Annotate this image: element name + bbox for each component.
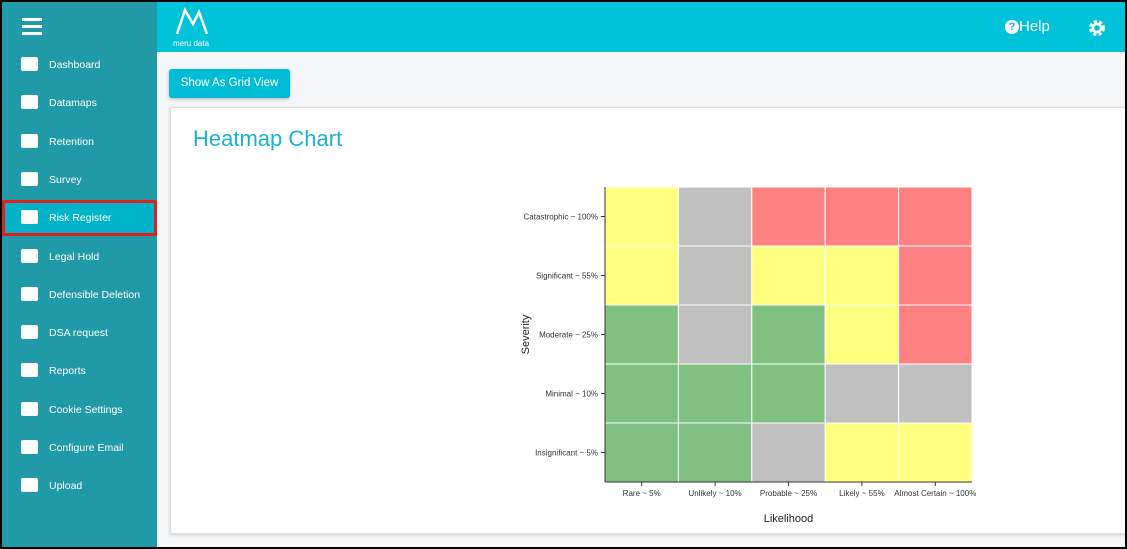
y-tick-label: Insignificant ~ 5% <box>535 449 598 458</box>
nav-label: Defensible Deletion <box>49 288 141 301</box>
nav-label: Upload <box>49 480 83 493</box>
nav-icon <box>21 133 38 148</box>
x-axis-label: Likelihood <box>764 513 814 525</box>
heatmap-cell <box>898 422 973 483</box>
nav-item[interactable]: Defensible Deletion <box>2 277 157 313</box>
nav-icon <box>21 478 38 493</box>
heatmap-cell <box>677 304 753 365</box>
heatmap-cell <box>604 363 679 424</box>
heatmap-cell <box>677 245 753 306</box>
logo[interactable]: meru data <box>171 4 231 52</box>
heatmap-cell <box>751 304 826 365</box>
nav-icon <box>21 363 38 378</box>
heatmap-cell <box>824 245 900 306</box>
nav-icon <box>21 248 38 263</box>
heatmap-cell <box>898 245 973 306</box>
heatmap-cell <box>677 186 753 247</box>
x-tick-label: Likely ~ 55% <box>839 489 885 498</box>
x-tick-label: Probable ~ 25% <box>760 489 817 498</box>
nav-item[interactable]: Dashboard <box>2 47 157 83</box>
nav-item[interactable]: Survey <box>2 162 157 198</box>
x-tick-label: Rare ~ 5% <box>623 489 661 498</box>
nav-item[interactable]: Risk Register <box>2 200 157 237</box>
header: meru data ? Help <box>157 2 1125 52</box>
help-label: Help <box>1019 18 1050 35</box>
grid-view-button[interactable]: Show As Grid View <box>169 69 290 98</box>
card: Heatmap Chart Catastrophic ~ 100% Signifi… <box>170 107 1125 534</box>
nav-icon <box>21 286 38 301</box>
heatmap-cell <box>898 304 973 365</box>
heatmap-cell <box>604 245 679 306</box>
nav-label: Cookie Settings <box>49 403 123 416</box>
nav-label: Legal Hold <box>49 250 100 263</box>
heatmap-cell <box>677 363 753 424</box>
nav-item[interactable]: Reports <box>2 353 157 389</box>
heatmap-cell <box>824 422 900 483</box>
nav-label: Retention <box>49 135 94 148</box>
nav-icon <box>21 325 38 340</box>
heatmap-cell <box>751 186 826 247</box>
nav-label: DSA request <box>49 327 108 340</box>
nav-icon <box>21 210 38 225</box>
heatmap-cell <box>898 186 973 247</box>
nav-label: Dashboard <box>49 59 101 71</box>
nav-label: Survey <box>49 173 82 186</box>
heatmap-cell <box>824 363 900 424</box>
content: Show As Grid View Heatmap Chart Catastro… <box>157 52 1125 547</box>
sidebar: Dashboard Datamaps Retention Survey Risk Reg… <box>2 2 157 547</box>
nav-label: Reports <box>49 365 86 378</box>
heatmap-chart: Catastrophic ~ 100% Significant ~ 55% Mode… <box>520 186 976 525</box>
nav-item[interactable]: Upload <box>2 468 157 504</box>
heatmap-cell <box>751 422 826 483</box>
y-tick-label: Moderate ~ 25% <box>539 331 598 340</box>
nav-icon <box>21 57 38 71</box>
nav-label: Datamaps <box>49 97 97 110</box>
heatmap-cell <box>751 363 826 424</box>
y-tick-label: Minimal ~ 10% <box>545 390 598 399</box>
nav-item[interactable]: DSA request <box>2 315 157 351</box>
nav-item[interactable]: Legal Hold <box>2 239 157 275</box>
heatmap-cell <box>677 422 753 483</box>
help-link[interactable]: ? Help <box>1005 18 1050 35</box>
heatmap-cell <box>898 363 973 424</box>
heatmap-cell <box>604 304 679 365</box>
y-axis-label: Severity <box>520 314 532 354</box>
nav-item[interactable]: Retention <box>2 124 157 160</box>
nav-label: Risk Register <box>49 212 112 225</box>
x-tick-label: Almost Certain ~ 100% <box>894 489 976 498</box>
nav-icon <box>21 171 38 186</box>
y-tick-label: Significant ~ 55% <box>536 272 598 281</box>
heatmap-cell <box>751 245 826 306</box>
x-tick-label: Unlikely ~ 10% <box>689 489 742 498</box>
heatmap-cell <box>604 422 679 483</box>
nav-label: Configure Email <box>49 442 124 454</box>
nav-icon <box>21 95 38 110</box>
heatmap-cell <box>824 304 900 365</box>
nav-item[interactable]: Configure Email <box>2 430 157 466</box>
nav-icon <box>21 440 38 454</box>
nav-icon <box>21 401 38 416</box>
y-tick-label: Catastrophic ~ 100% <box>524 213 599 222</box>
heatmap-cell <box>604 186 679 247</box>
settings-icon[interactable] <box>1087 18 1107 38</box>
logo-text: meru data <box>173 39 210 48</box>
heatmap-cell <box>824 186 900 247</box>
menu-toggle[interactable] <box>20 14 60 54</box>
card-title: Heatmap Chart <box>193 126 343 151</box>
nav-item[interactable]: Datamaps <box>2 85 157 121</box>
nav-item[interactable]: Cookie Settings <box>2 392 157 428</box>
